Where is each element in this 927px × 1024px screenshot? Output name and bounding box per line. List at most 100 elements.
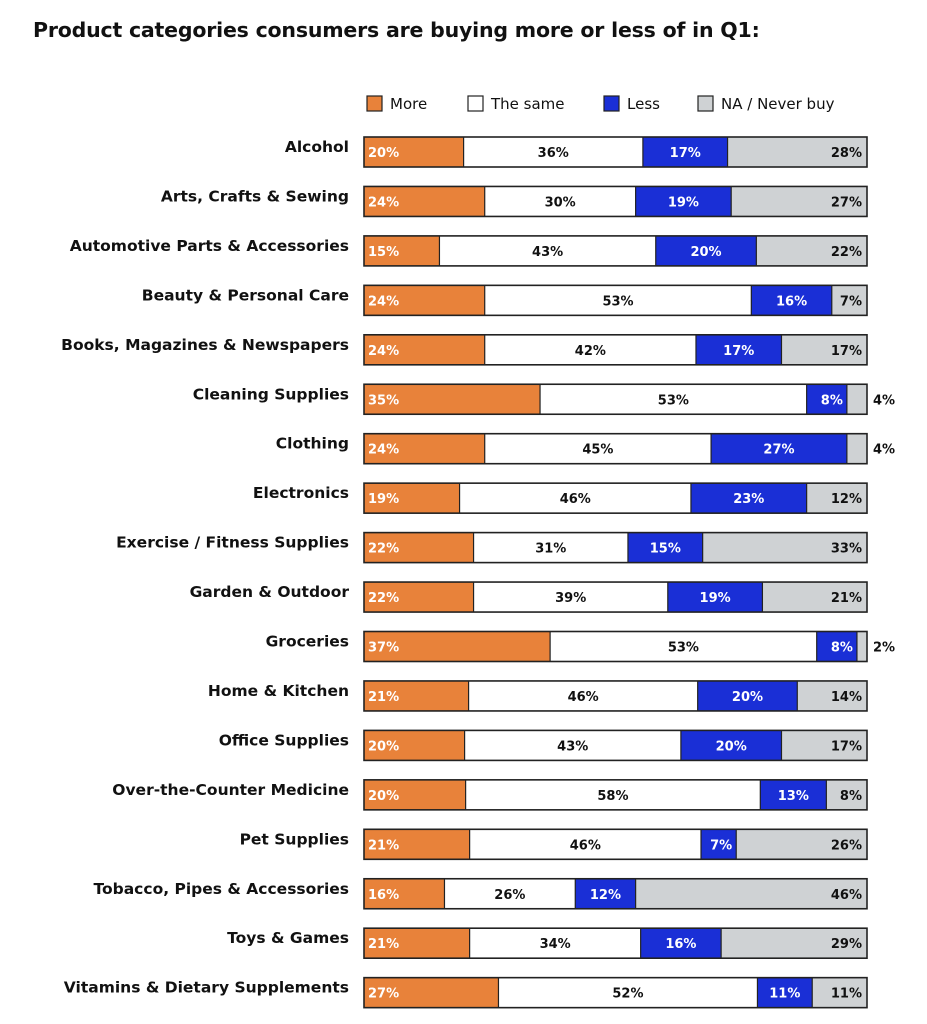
category-label: Groceries [266,633,349,651]
category-label: Beauty & Personal Care [142,286,349,304]
value-label-the-same: 46% [560,492,591,507]
value-label-na-never-buy: 28% [831,146,862,161]
bar-outline [363,185,868,218]
category-label: Toys & Games [227,929,349,947]
bar-segment-the-same [469,928,641,959]
bar-segment-less [701,829,737,860]
value-label-less: 17% [723,344,754,359]
bar-segment-na-never-buy [727,137,867,167]
value-label-more: 27% [368,987,399,1002]
bar-outline [363,976,868,1009]
bar-segment-the-same [484,433,712,464]
bar-segment-more [364,928,470,959]
category-label: Vitamins & Dietary Supplements [64,979,349,997]
bar-segment-more [364,285,485,316]
bar-row-arts-crafts-sewing: Arts, Crafts & Sewing 24% 30% 19% 27% [161,185,868,218]
bar-segment-more [364,433,485,464]
category-label: Cleaning Supplies [193,385,349,403]
bar-segment-the-same [459,483,691,514]
bar-segment-the-same [484,186,636,217]
bar-row-groceries: Groceries 37% 53% 8% 2% [266,630,895,663]
value-label-less: 7% [710,838,732,853]
value-label-na-never-buy: 12% [831,492,862,507]
bar-segment-more [364,137,464,167]
bar-segment-na-never-buy [721,928,867,959]
bar-outline [363,729,868,762]
value-label-less: 19% [668,195,699,210]
value-label-less: 19% [700,591,731,606]
bar-segment-the-same [473,532,628,563]
legend-item-na-never-buy: NA / Never buy [697,95,835,113]
value-label-less: 8% [821,393,843,408]
value-label-more: 24% [368,294,399,309]
bar-segment-less [690,483,807,514]
bar-row-electronics: Electronics 19% 46% 23% 12% [253,482,868,514]
bar-outline [363,877,868,910]
bar-segment-less [806,384,847,415]
value-label-more: 19% [368,492,399,507]
value-label-more: 20% [368,146,399,161]
value-label-more: 24% [368,344,399,359]
bar-outline [363,284,868,317]
bar-segment-more [364,878,445,909]
value-label-na-never-buy: 29% [831,937,862,952]
value-label-the-same: 46% [570,838,601,853]
value-label-na-never-buy: 7% [840,294,862,309]
value-label-na-never-buy: 26% [831,838,862,853]
value-label-less: 20% [690,245,721,260]
value-label-less: 12% [590,888,621,903]
value-label-less: 16% [665,937,696,952]
bar-outline [363,630,868,663]
bar-segment-na-never-buy [846,433,867,464]
bar-segment-na-never-buy [806,483,867,514]
bar-segment-less [697,680,798,711]
value-label-more: 20% [368,739,399,754]
value-label-less: 27% [763,443,794,458]
bar-segment-the-same [463,137,643,167]
bar-segment-the-same [498,977,758,1008]
value-label-less: 20% [732,690,763,705]
bar-segment-na-never-buy [826,779,867,810]
bar-segment-the-same [473,582,668,613]
value-label-less: 8% [831,641,853,656]
bar-segment-na-never-buy [756,235,867,266]
value-label-more: 24% [368,195,399,210]
bar-segment-na-never-buy [635,878,867,909]
bar-segment-the-same [439,235,656,266]
value-label-more: 22% [368,542,399,557]
bar-row-tobacco-pipes-accessories: Tobacco, Pipes & Accessories 16% 26% 12% 46% [93,877,868,910]
value-label-the-same: 36% [538,146,569,161]
value-label-na-never-buy: 17% [831,739,862,754]
value-label-the-same: 52% [612,987,643,1002]
bar-segment-more [364,680,469,711]
category-label: Exercise / Fitness Supplies [116,534,349,552]
value-label-na-never-buy: 27% [831,195,862,210]
value-label-na-never-buy: 8% [840,789,862,804]
value-label-more: 20% [368,789,399,804]
value-label-the-same: 43% [557,739,588,754]
value-label-more: 37% [368,641,399,656]
bar-row-cleaning-supplies: Cleaning Supplies 35% 53% 8% 4% [193,383,895,416]
legend-swatch-more [366,95,383,112]
bar-segment-the-same [484,285,752,316]
bar-segment-less [695,334,782,365]
bar-segment-more [364,483,460,514]
bar-outline [363,383,868,416]
bar-row-office-supplies: Office Supplies 20% 43% 20% 17% [219,729,868,762]
value-label-na-never-buy: 22% [831,245,862,260]
bar-segment-more [364,532,474,563]
value-label-na-never-buy: 46% [831,888,862,903]
value-label-the-same: 30% [545,195,576,210]
bar-segment-the-same [469,829,702,860]
value-label-na-never-buy: 21% [831,591,862,606]
value-label-less: 11% [769,987,800,1002]
legend-label-the-same: The same [490,95,565,113]
bar-outline [363,482,868,514]
value-label-the-same: 45% [582,443,613,458]
legend-swatch-less [603,95,620,112]
bar-row-exercise-fitness-supplies: Exercise / Fitness Supplies 22% 31% 15% 33% [116,531,868,564]
bar-segment-na-never-buy [781,730,867,761]
bar-segment-na-never-buy [797,680,867,711]
value-label-less: 13% [778,789,809,804]
